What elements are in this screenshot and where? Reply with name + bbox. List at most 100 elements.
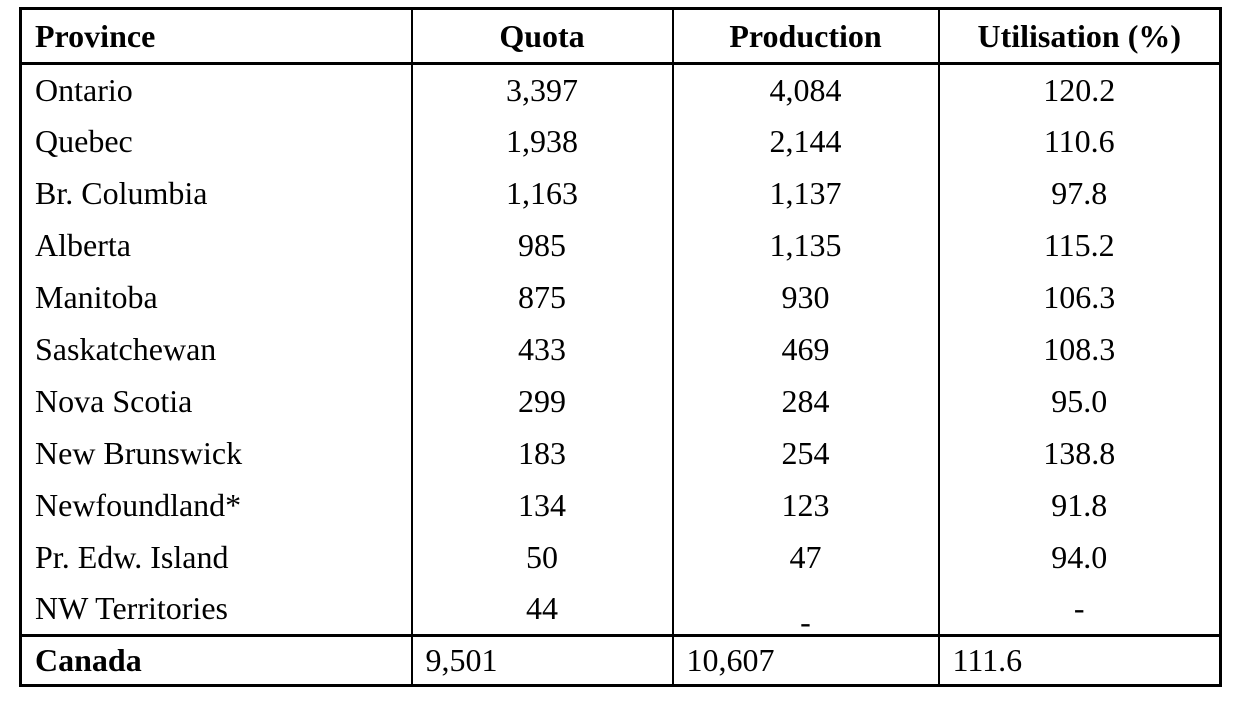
cell-utilisation: 91.8 [937, 479, 1222, 532]
cell-utilisation-text: 106.3 [1043, 279, 1116, 315]
cell-utilisation: 115.2 [937, 219, 1222, 272]
cell-utilisation: 120.2 [937, 63, 1222, 116]
cell-quota-text: 44 [526, 590, 558, 627]
total-quota-value: 9,501 [410, 634, 674, 686]
cell-quota-text: 1,938 [506, 123, 578, 159]
cell-production-text: 1,135 [769, 227, 842, 263]
cell-production-text: 284 [781, 383, 830, 419]
cell-utilisation-text: 91.8 [1051, 487, 1108, 523]
cell-utilisation-text: 97.8 [1051, 175, 1108, 211]
cell-quota: 183 [410, 427, 674, 480]
cell-province-text: Newfoundland* [35, 487, 242, 523]
province-quota-table: Province Quota Production Utilisation (%… [19, 7, 1222, 687]
cell-province-text: Manitoba [35, 279, 158, 315]
cell-province-text: Saskatchewan [35, 331, 217, 367]
cell-utilisation: 95.0 [937, 375, 1222, 428]
cell-province: Newfoundland* [19, 479, 413, 532]
cell-province: Br. Columbia [19, 167, 413, 220]
cell-production: 1,135 [671, 219, 940, 272]
cell-production-text: 930 [781, 279, 830, 315]
cell-province-text: Br. Columbia [35, 175, 208, 211]
cell-quota: 433 [410, 323, 674, 376]
cell-quota: 875 [410, 271, 674, 324]
table-row: Quebec 1,938 2,144 110.6 [19, 115, 1222, 168]
cell-production: - [671, 583, 940, 636]
cell-production-text: 2,144 [769, 123, 842, 159]
cell-quota: 1,163 [410, 167, 674, 220]
cell-province: Nova Scotia [19, 375, 413, 428]
cell-utilisation-text: 94.0 [1051, 539, 1108, 575]
cell-province: Manitoba [19, 271, 413, 324]
cell-province-text: Nova Scotia [35, 383, 193, 419]
cell-production: 284 [671, 375, 940, 428]
cell-production-text: 4,084 [769, 71, 842, 108]
cell-province-text: Pr. Edw. Island [35, 539, 229, 575]
cell-quota-text: 875 [518, 279, 566, 315]
cell-province: Ontario [19, 63, 413, 116]
cell-province-text: Quebec [35, 123, 133, 159]
table-header-row: Province Quota Production Utilisation (%… [19, 8, 1222, 65]
cell-province-text: Alberta [35, 227, 131, 263]
table-row: NW Territories 44 - - [19, 583, 1222, 636]
cell-quota-text: 299 [518, 383, 566, 419]
cell-utilisation: 108.3 [937, 323, 1222, 376]
table-row: Alberta 985 1,135 115.2 [19, 219, 1222, 272]
table-total-section: Canada 9,501 10,607 111.6 [19, 634, 1222, 686]
cell-production-text: 47 [789, 539, 822, 575]
cell-province: Pr. Edw. Island [19, 531, 413, 584]
total-row: Canada 9,501 10,607 111.6 [19, 634, 1222, 686]
cell-quota-text: 985 [518, 227, 566, 263]
cell-production: 1,137 [671, 167, 940, 220]
cell-quota-text: 1,163 [506, 175, 578, 211]
cell-production-text: 1,137 [769, 175, 842, 211]
cell-utilisation: 94.0 [937, 531, 1222, 584]
table-body: Ontario 3,397 4,084 120.2 Quebec 1,938 2,144 11… [19, 63, 1222, 636]
cell-utilisation-text: - [1073, 590, 1085, 627]
total-row-label: Canada [19, 634, 413, 686]
cell-quota-text: 50 [526, 539, 558, 575]
cell-production: 2,144 [671, 115, 940, 168]
cell-quota: 299 [410, 375, 674, 428]
cell-quota: 1,938 [410, 115, 674, 168]
table-row: New Brunswick 183 254 138.8 [19, 427, 1222, 480]
table-row: Saskatchewan 433 469 108.3 [19, 323, 1222, 376]
cell-province: New Brunswick [19, 427, 413, 480]
cell-utilisation: - [937, 583, 1222, 636]
table-row: Ontario 3,397 4,084 120.2 [19, 63, 1222, 116]
cell-utilisation: 110.6 [937, 115, 1222, 168]
cell-production: 47 [671, 531, 940, 584]
table-header: Province Quota Production Utilisation (%… [19, 8, 1222, 65]
cell-quota-text: 134 [518, 487, 566, 523]
cell-utilisation-text: 108.3 [1043, 331, 1116, 367]
cell-quota-text: 183 [518, 435, 566, 471]
total-production-value: 10,607 [671, 634, 940, 686]
cell-production: 123 [671, 479, 940, 532]
table-row: Nova Scotia 299 284 95.0 [19, 375, 1222, 428]
cell-utilisation-text: 115.2 [1043, 227, 1115, 263]
cell-quota-text: 433 [518, 331, 566, 367]
cell-utilisation: 97.8 [937, 167, 1222, 220]
cell-production: 469 [671, 323, 940, 376]
column-header-utilisation: Utilisation (%) [937, 8, 1222, 65]
column-header-quota: Quota [410, 8, 674, 65]
cell-utilisation: 106.3 [937, 271, 1222, 324]
cell-production-text: - [800, 604, 811, 636]
total-utilisation-value: 111.6 [937, 634, 1222, 686]
cell-production: 254 [671, 427, 940, 480]
table-row: Br. Columbia 1,163 1,137 97.8 [19, 167, 1222, 220]
cell-production-text: 469 [781, 331, 830, 367]
cell-utilisation-text: 110.6 [1043, 123, 1115, 159]
table-row: Manitoba 875 930 106.3 [19, 271, 1222, 324]
cell-utilisation-text: 120.2 [1043, 71, 1116, 108]
cell-province-text: New Brunswick [35, 435, 243, 471]
cell-province: Saskatchewan [19, 323, 413, 376]
cell-quota: 44 [410, 583, 674, 636]
cell-province: NW Territories [19, 583, 413, 636]
cell-quota: 985 [410, 219, 674, 272]
cell-province: Alberta [19, 219, 413, 272]
cell-quota: 50 [410, 531, 674, 584]
cell-quota: 134 [410, 479, 674, 532]
cell-utilisation-text: 138.8 [1043, 435, 1116, 471]
cell-province-text: Ontario [35, 71, 133, 108]
